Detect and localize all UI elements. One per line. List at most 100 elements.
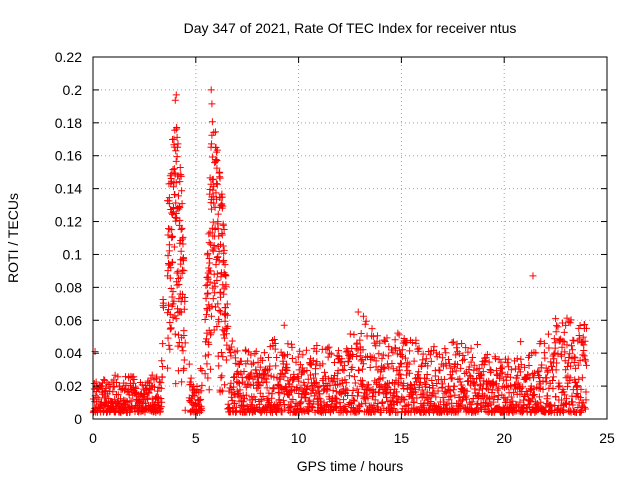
data-point (175, 338, 183, 346)
data-point (164, 301, 172, 309)
data-point (385, 379, 393, 387)
data-point (211, 282, 219, 290)
data-point (548, 363, 556, 371)
data-point (186, 398, 194, 406)
data-point (179, 257, 187, 265)
data-point (346, 330, 354, 338)
data-point (317, 397, 325, 405)
data-point (492, 380, 500, 388)
data-point (172, 315, 180, 323)
data-point (178, 200, 186, 208)
data-point (452, 367, 460, 375)
data-point (377, 408, 385, 416)
data-point (563, 395, 571, 403)
data-point (208, 131, 216, 139)
data-point (167, 170, 175, 178)
data-point (255, 381, 263, 389)
data-point (558, 343, 566, 351)
data-point (205, 264, 213, 272)
data-point (281, 405, 289, 413)
data-point (408, 338, 416, 346)
data-point (332, 387, 340, 395)
data-point (416, 378, 424, 386)
data-point (498, 368, 506, 376)
data-point (334, 367, 342, 375)
data-point (439, 354, 447, 362)
data-point (164, 334, 172, 342)
data-point (364, 394, 372, 402)
data-point (233, 347, 241, 355)
data-point (114, 391, 122, 399)
data-point (178, 224, 186, 232)
data-point (166, 319, 174, 327)
data-point (363, 390, 371, 398)
data-point (458, 339, 466, 347)
data-point (441, 345, 449, 353)
data-point (306, 400, 314, 408)
data-point (205, 301, 213, 309)
data-point (403, 401, 411, 409)
data-point (215, 307, 223, 315)
y-tick-label: 0.1 (63, 246, 83, 262)
data-point (130, 376, 138, 384)
data-point (326, 349, 334, 357)
data-point (567, 316, 575, 324)
data-point (252, 347, 260, 355)
data-point (215, 318, 223, 326)
data-point (482, 384, 490, 392)
data-point (240, 367, 248, 375)
data-point (572, 378, 580, 386)
data-point (202, 294, 210, 302)
data-point (432, 349, 440, 357)
data-point (398, 346, 406, 354)
data-point (403, 359, 411, 367)
data-point (173, 125, 181, 133)
data-point (381, 365, 389, 373)
data-point (256, 382, 264, 390)
data-point (213, 157, 221, 165)
data-point (165, 200, 173, 208)
data-point (576, 356, 584, 364)
data-point (314, 384, 322, 392)
y-tick-label: 0.22 (55, 49, 82, 65)
data-point (575, 375, 583, 383)
data-point (228, 337, 236, 345)
data-point (226, 384, 234, 392)
data-point (552, 315, 560, 323)
data-point (224, 322, 232, 330)
data-point (214, 300, 222, 308)
data-point (581, 403, 589, 411)
data-point (169, 165, 177, 173)
data-point (220, 226, 228, 234)
data-point (237, 369, 245, 377)
data-point (534, 368, 542, 376)
data-point (514, 372, 522, 380)
data-point (351, 379, 359, 387)
data-point (248, 360, 256, 368)
data-point (477, 395, 485, 403)
data-point (444, 356, 452, 364)
data-point (549, 385, 557, 393)
data-point (210, 241, 218, 249)
data-point (172, 91, 180, 99)
data-point (418, 386, 426, 394)
data-point (450, 382, 458, 390)
data-point (333, 395, 341, 403)
data-point (110, 383, 118, 391)
data-point (157, 384, 165, 392)
data-point (445, 396, 453, 404)
data-point (371, 396, 379, 404)
data-point (341, 403, 349, 411)
data-point (221, 304, 229, 312)
data-point (529, 272, 537, 280)
data-point (530, 391, 538, 399)
data-point (141, 390, 149, 398)
data-point (449, 338, 457, 346)
data-point (473, 400, 481, 408)
data-point (213, 276, 221, 284)
data-point (431, 372, 439, 380)
data-point (567, 362, 575, 370)
data-point (207, 267, 215, 275)
data-point (293, 373, 301, 381)
x-axis-label: GPS time / hours (297, 458, 404, 474)
